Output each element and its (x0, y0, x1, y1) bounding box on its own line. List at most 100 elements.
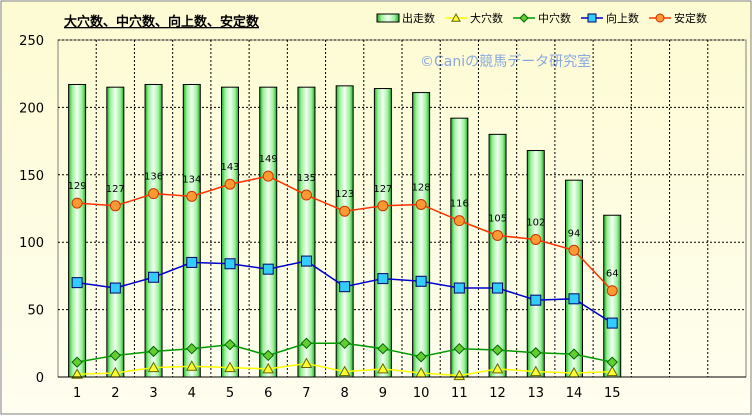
bar (412, 92, 431, 378)
point (300, 357, 313, 369)
legend-label: 向上数 (606, 11, 639, 25)
data-label: 116 (450, 199, 469, 210)
point (530, 347, 542, 359)
x-tick-label: 2 (111, 386, 119, 401)
point (262, 263, 274, 275)
point (339, 205, 351, 217)
point (339, 281, 351, 293)
point (415, 198, 427, 210)
point (147, 345, 160, 358)
point (262, 349, 274, 362)
bar (68, 83, 87, 378)
point (148, 271, 160, 283)
x-tick-label: 13 (528, 386, 545, 401)
data-label: 105 (488, 213, 507, 224)
y-tick-label: 0 (36, 371, 44, 386)
data-label: 136 (144, 172, 163, 183)
bar (106, 86, 125, 378)
bar (297, 86, 316, 378)
point (529, 365, 542, 377)
watermark-text: ©Caniの競馬データ研究室 (420, 53, 591, 70)
point (491, 362, 504, 374)
point (262, 170, 274, 182)
x-tick-label: 5 (226, 386, 234, 401)
point (453, 342, 466, 355)
y-tick-label: 200 (19, 101, 44, 116)
point (568, 244, 580, 256)
x-tick-label: 9 (379, 386, 387, 401)
data-label: 143 (220, 162, 239, 173)
data-label: 127 (373, 184, 392, 195)
series-lines: 129 127 136 134 143 149 135 123 127 128 116 105 102 9… (68, 154, 619, 381)
point (530, 234, 542, 246)
point (300, 255, 312, 267)
data-label: 123 (335, 189, 354, 200)
bar (450, 117, 469, 378)
x-tick-label: 6 (264, 386, 272, 401)
bar (221, 86, 239, 378)
x-tick-label: 4 (188, 386, 196, 401)
point (71, 197, 83, 209)
x-tick-label: 10 (413, 386, 430, 401)
point (606, 365, 619, 377)
x-tick-label: 12 (489, 386, 506, 401)
point (491, 344, 504, 356)
data-label: 102 (526, 218, 545, 229)
data-label: 149 (259, 154, 278, 165)
point (606, 317, 618, 329)
point (377, 362, 389, 374)
point (109, 349, 122, 362)
point (71, 356, 83, 368)
bar (259, 86, 278, 378)
legend: 出走数 大穴数 中穴数 向上数 安定数 (376, 11, 707, 25)
point (415, 351, 427, 363)
point (377, 342, 389, 355)
point (451, 12, 461, 22)
bar (565, 179, 583, 378)
point (71, 368, 83, 379)
data-label: 127 (106, 184, 125, 195)
data-label: 129 (68, 181, 87, 192)
bar (144, 83, 163, 378)
x-tick-label: 1 (73, 386, 81, 401)
point (262, 362, 275, 374)
legend-item: 向上数 (581, 11, 639, 25)
y-tick-label: 250 (19, 34, 44, 49)
point (224, 338, 236, 351)
point (109, 200, 121, 212)
x-tick-label: 14 (566, 386, 583, 401)
point (519, 13, 529, 23)
point (186, 256, 198, 268)
point (415, 275, 427, 287)
point (71, 277, 83, 289)
point (453, 282, 465, 294)
point (492, 282, 504, 294)
bars (68, 83, 622, 378)
point (492, 229, 504, 241)
point (568, 348, 580, 360)
legend-item: 安定数 (649, 11, 707, 25)
point (453, 215, 465, 227)
chart-title: 大穴数、中穴数、向上数、安定数 (64, 14, 260, 30)
point (224, 258, 236, 270)
x-tick-label: 3 (149, 386, 157, 401)
point (338, 365, 351, 377)
point (587, 13, 597, 23)
bar (335, 85, 354, 378)
point (377, 200, 389, 212)
point (224, 178, 236, 190)
y-tick-label: 100 (19, 236, 44, 251)
x-tick-label: 11 (451, 386, 468, 401)
legend-item: 中穴数 (513, 11, 571, 25)
point (224, 361, 236, 373)
point (606, 285, 618, 297)
point (185, 360, 198, 371)
legend-swatch (376, 13, 400, 23)
bar (488, 133, 507, 378)
point (186, 342, 198, 355)
point (338, 337, 351, 350)
point (109, 282, 121, 294)
